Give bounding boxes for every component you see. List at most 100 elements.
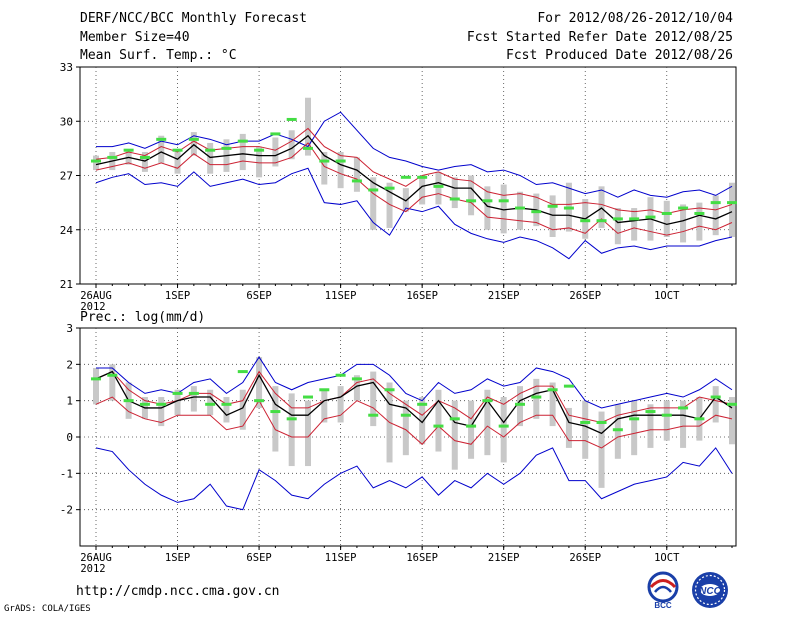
prec-median-marker <box>205 402 216 406</box>
temp-box <box>174 150 181 174</box>
temp-median-marker <box>645 215 656 219</box>
temp-box <box>272 137 279 167</box>
temp-min-line <box>95 167 733 260</box>
prec-box <box>500 397 507 463</box>
temp-box <box>517 191 523 230</box>
temp-ytick-label: 27 <box>60 170 73 183</box>
temp-box <box>484 186 491 230</box>
temp-box <box>305 97 311 156</box>
temp-ytick-label: 30 <box>60 115 73 128</box>
prec-median-marker <box>531 395 542 399</box>
temp-xtick-year: 2012 <box>80 301 105 313</box>
chart-title: DERF/NCC/BCC Monthly Forecast <box>80 11 307 26</box>
prec-median-marker <box>515 402 525 406</box>
temp-box <box>729 182 735 237</box>
prec-median-marker <box>156 402 167 406</box>
temp-median-marker <box>596 219 607 223</box>
temp-xtick-label: 11SEP <box>325 290 357 302</box>
temp-xtick-label: 1OCT <box>654 290 680 302</box>
prec-box <box>484 389 491 456</box>
temp-box <box>468 175 475 216</box>
prec-ytick-label: 3 <box>66 322 73 335</box>
temp-median-marker <box>205 148 216 152</box>
prec-median-marker <box>303 395 313 399</box>
prec-box <box>598 411 605 488</box>
temp-median-marker <box>139 155 150 159</box>
temperature-panel-title: Mean Surf. Temp.: °C <box>80 48 237 63</box>
temp-median-marker <box>629 217 640 221</box>
temp-median-marker <box>270 132 281 136</box>
prec-median-marker <box>286 417 297 421</box>
precipitation-panel-title: Prec.: log(mm/d) <box>80 310 206 325</box>
prec-median-marker <box>498 424 509 428</box>
temp-xtick-label: 16SEP <box>406 290 438 302</box>
prec-median-marker <box>123 399 134 403</box>
prec-median-marker <box>319 388 330 392</box>
temp-median-marker <box>107 155 118 159</box>
prec-ytick-label: 1 <box>66 395 73 408</box>
prec-box <box>517 386 523 427</box>
temp-median-marker <box>417 175 428 179</box>
prec-box <box>190 386 197 412</box>
prec-box <box>647 404 654 448</box>
prec-median-marker <box>694 417 705 421</box>
temp-median-marker <box>710 201 721 205</box>
temp-median-marker <box>466 199 477 203</box>
prec-box <box>256 357 263 408</box>
temp-box <box>337 151 344 189</box>
prec-median-marker <box>629 417 640 421</box>
temp-box <box>500 184 507 234</box>
prec-box <box>663 400 670 441</box>
temp-median-marker <box>91 159 101 163</box>
prec-median-marker <box>612 428 623 432</box>
prec-upper-line <box>95 370 733 423</box>
prec-xtick-label: 6SEP <box>246 552 271 564</box>
prec-xtick-year: 2012 <box>80 563 105 575</box>
temp-box <box>614 208 621 245</box>
prec-median-marker <box>107 373 118 377</box>
prec-box <box>321 389 328 423</box>
prec-xtick-label: 26SEP <box>569 552 601 564</box>
prec-box <box>288 393 295 467</box>
temp-box <box>663 200 670 237</box>
temp-box <box>93 155 99 171</box>
prec-box <box>207 389 214 416</box>
temp-median-marker <box>156 137 167 141</box>
prec-box <box>565 407 572 448</box>
prec-box <box>174 389 181 416</box>
temp-box <box>402 188 409 212</box>
prec-ytick-label: -2 <box>60 504 73 517</box>
temp-median-marker <box>678 206 689 210</box>
prec-xtick-label: 1SEP <box>165 552 190 564</box>
forecast-produced-label: Fcst Produced Date 2012/08/26 <box>506 48 733 63</box>
prec-median-marker <box>678 406 689 410</box>
temp-median-marker <box>351 179 362 183</box>
prec-box <box>419 397 426 445</box>
temp-median-marker <box>482 199 493 203</box>
prec-box <box>109 364 116 401</box>
prec-box <box>435 389 442 452</box>
temp-xtick-label: 1SEP <box>165 290 190 302</box>
temp-median-marker <box>515 206 525 210</box>
temp-box <box>321 151 328 185</box>
prec-median-marker <box>221 402 232 406</box>
temp-median-marker <box>400 175 411 179</box>
prec-median-marker <box>400 413 411 417</box>
temp-median-marker <box>237 139 248 143</box>
prec-xtick-label: 21SEP <box>488 552 520 564</box>
prec-box <box>712 386 719 423</box>
temp-box <box>696 202 703 241</box>
prec-box <box>680 400 687 448</box>
prec-min-line <box>95 447 733 511</box>
ncc-logo-text: NCC <box>699 586 721 597</box>
temp-median-marker <box>172 148 183 152</box>
temp-median-marker <box>433 184 444 188</box>
forecast-started-label: Fcst Started Refer Date 2012/08/25 <box>466 30 733 45</box>
temp-box <box>386 182 393 228</box>
temp-xtick-label: 21SEP <box>488 290 520 302</box>
prec-median-marker <box>466 424 477 428</box>
temp-ytick-label: 21 <box>60 278 73 291</box>
prec-lower-line <box>95 396 733 449</box>
